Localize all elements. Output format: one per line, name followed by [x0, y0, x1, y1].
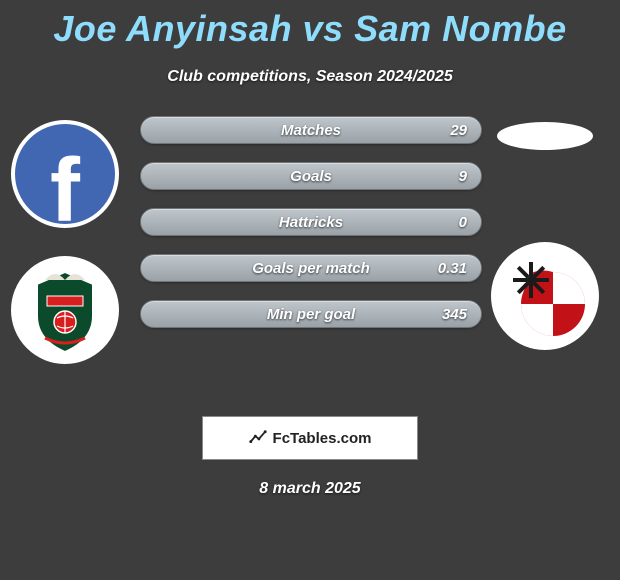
- sponsor-oval: [497, 122, 593, 150]
- fctables-logo-icon: [249, 429, 267, 447]
- stat-label: Hattricks: [141, 214, 481, 231]
- stat-bars: Matches 29 Goals 9 Hattricks 0 Goals per…: [140, 116, 482, 328]
- stat-label: Goals: [141, 168, 481, 185]
- footer-brand-text: FcTables.com: [273, 430, 372, 447]
- facebook-icon: f: [50, 151, 80, 228]
- stat-value-right: 9: [459, 168, 467, 185]
- rotherham-crest-icon: [495, 246, 595, 346]
- page-title: Joe Anyinsah vs Sam Nombe: [0, 0, 620, 50]
- left-player-column: f: [0, 116, 130, 386]
- stat-bar-goals: Goals 9: [140, 162, 482, 190]
- subtitle: Club competitions, Season 2024/2025: [0, 68, 620, 86]
- stat-label: Matches: [141, 122, 481, 139]
- comparison-area: f: [0, 116, 620, 386]
- stat-value-right: 0: [459, 214, 467, 231]
- stat-label: Min per goal: [141, 306, 481, 323]
- wrexham-crest-icon: [15, 260, 115, 360]
- stat-label: Goals per match: [141, 260, 481, 277]
- stat-bar-min-per-goal: Min per goal 345: [140, 300, 482, 328]
- date-text: 8 march 2025: [0, 480, 620, 498]
- left-player-avatar: f: [11, 120, 119, 228]
- stat-value-right: 0.31: [438, 260, 467, 277]
- stat-value-right: 345: [442, 306, 467, 323]
- stat-value-right: 29: [450, 122, 467, 139]
- stat-bar-hattricks: Hattricks 0: [140, 208, 482, 236]
- footer-brand-badge[interactable]: FcTables.com: [202, 416, 418, 460]
- right-player-column: [480, 116, 610, 386]
- stat-bar-goals-per-match: Goals per match 0.31: [140, 254, 482, 282]
- stat-bar-matches: Matches 29: [140, 116, 482, 144]
- right-club-crest: [491, 242, 599, 350]
- left-club-crest: [11, 256, 119, 364]
